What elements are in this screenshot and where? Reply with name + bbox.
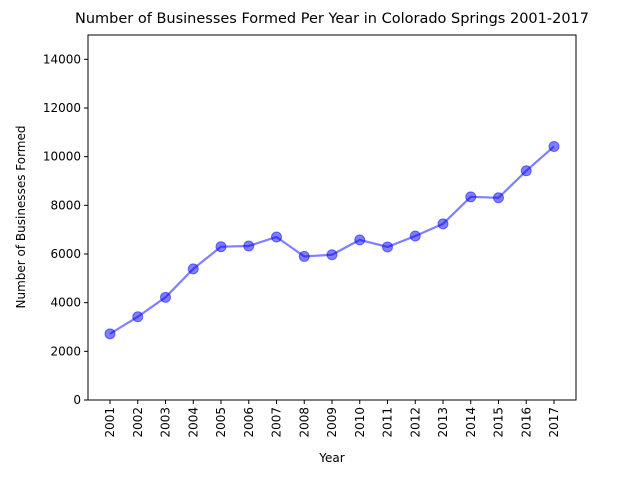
y-tick-label: 14000 <box>43 52 81 66</box>
y-axis-title: Number of Businesses Formed <box>14 126 28 309</box>
x-tick-label: 2008 <box>297 407 311 438</box>
x-tick-label: 2005 <box>214 407 228 438</box>
x-tick-label: 2016 <box>519 407 533 438</box>
data-point <box>160 291 171 303</box>
y-axis: 0 2000 4000 6000 8000 10000 12000 14000 <box>43 52 88 407</box>
data-point <box>437 218 449 230</box>
x-tick-label: 2007 <box>270 407 284 438</box>
data-point <box>493 192 504 204</box>
y-tick-label: 4000 <box>50 296 81 310</box>
data-point <box>187 263 199 275</box>
y-tick-label: 0 <box>73 393 81 407</box>
x-tick-label: 2006 <box>242 407 256 438</box>
y-tick-label: 10000 <box>43 150 81 164</box>
plot-area <box>104 140 560 340</box>
data-point <box>243 240 255 252</box>
data-point <box>104 328 116 340</box>
data-point <box>271 231 282 243</box>
x-tick-label: 2013 <box>436 407 450 438</box>
data-point <box>409 230 421 242</box>
data-point <box>298 250 310 262</box>
x-tick-label: 2009 <box>325 407 339 438</box>
data-point <box>548 140 560 152</box>
data-point <box>382 241 393 253</box>
data-point <box>465 191 477 203</box>
y-tick-label: 12000 <box>43 101 81 115</box>
data-point <box>354 234 366 246</box>
y-tick-label: 2000 <box>50 344 81 358</box>
data-point <box>215 241 227 253</box>
x-tick-label: 2015 <box>492 407 506 438</box>
x-tick-label: 2011 <box>381 407 395 438</box>
data-point <box>520 165 532 177</box>
x-tick-label: 2017 <box>547 407 561 438</box>
y-tick-label: 8000 <box>50 198 81 212</box>
x-tick-label: 2002 <box>131 407 145 438</box>
data-point <box>132 311 144 323</box>
data-point <box>326 249 338 261</box>
x-tick-label: 2014 <box>464 407 478 438</box>
x-tick-label: 2001 <box>103 407 117 438</box>
axes-frame <box>87 34 577 401</box>
chart-title: Number of Businesses Formed Per Year in … <box>75 11 589 27</box>
y-tick-label: 6000 <box>50 247 81 261</box>
series-line <box>109 145 555 335</box>
x-tick-label: 2010 <box>353 407 367 438</box>
x-tick-label: 2003 <box>159 407 173 438</box>
x-tick-label: 2012 <box>408 407 422 438</box>
x-axis: 2001 2002 2003 2004 2005 2006 2007 2008 2009 2010… <box>103 400 561 438</box>
x-axis-title: Year <box>318 451 344 465</box>
x-tick-label: 2004 <box>186 407 200 438</box>
